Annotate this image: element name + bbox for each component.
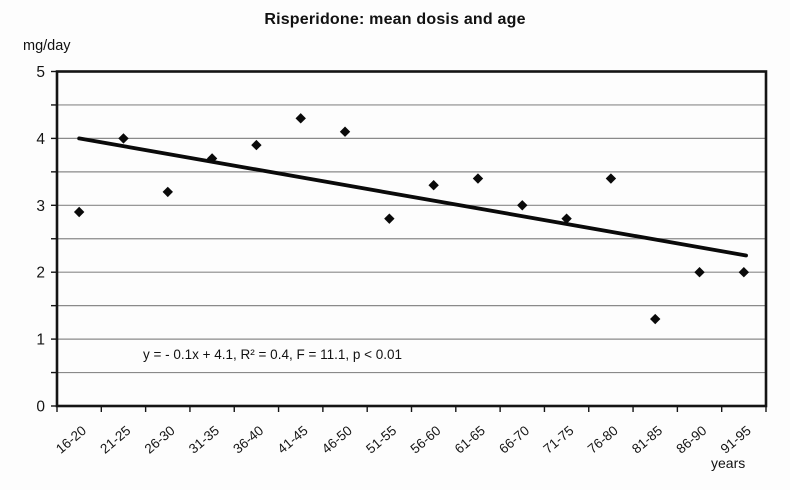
y-axis-tick-label: 4 xyxy=(36,131,45,148)
x-axis-tick-label: 71-75 xyxy=(540,423,576,457)
data-point xyxy=(295,113,306,124)
x-axis-tick-label: 86-90 xyxy=(673,423,709,457)
y-axis-tick-label: 3 xyxy=(36,198,45,215)
x-axis-tick-label: 76-80 xyxy=(585,423,621,457)
data-point xyxy=(73,206,85,218)
data-point xyxy=(472,173,484,184)
data-point xyxy=(517,200,528,211)
data-point xyxy=(738,267,750,278)
trendline xyxy=(77,136,748,258)
y-axis-tick-label: 0 xyxy=(36,399,45,416)
y-axis-tick-label: 2 xyxy=(36,265,45,282)
y-axis-tick-label: 1 xyxy=(36,332,45,349)
data-point xyxy=(339,126,351,137)
x-axis-tick-label: 56-60 xyxy=(407,423,443,457)
data-point xyxy=(251,139,262,151)
x-axis-tick-label: 26-30 xyxy=(142,423,178,457)
x-axis-unit-label: years xyxy=(711,455,746,471)
data-point xyxy=(384,213,395,224)
x-axis-tick-label: 21-25 xyxy=(97,423,133,457)
x-axis-tick-label: 61-65 xyxy=(452,423,488,457)
data-point xyxy=(118,133,129,144)
data-point xyxy=(428,180,439,191)
x-axis-tick-label: 66-70 xyxy=(496,423,532,457)
x-axis-tick-label: 46-50 xyxy=(319,423,355,457)
chart-title: Risperidone: mean dosis and age xyxy=(264,11,526,28)
x-axis-tick-label: 41-45 xyxy=(275,423,311,457)
y-axis-unit-label: mg/day xyxy=(23,38,71,54)
data-point xyxy=(561,213,572,224)
data-point xyxy=(162,186,173,198)
y-axis-tick-label: 5 xyxy=(36,64,45,81)
x-axis-tick-label: 36-40 xyxy=(230,423,266,457)
data-point xyxy=(206,153,218,164)
x-axis-tick-label: 81-85 xyxy=(629,423,665,457)
x-axis-tick-label: 16-20 xyxy=(53,423,89,457)
data-point xyxy=(650,313,661,325)
data-point xyxy=(605,173,617,184)
x-axis-tick-label: 31-35 xyxy=(186,423,222,457)
data-point xyxy=(694,267,705,278)
x-axis-tick-label: 91-95 xyxy=(718,423,754,457)
x-axis-tick-label: 51-55 xyxy=(363,423,399,457)
regression-annotation: y = - 0.1x + 4.1, R² = 0.4, F = 11.1, p … xyxy=(143,347,403,362)
